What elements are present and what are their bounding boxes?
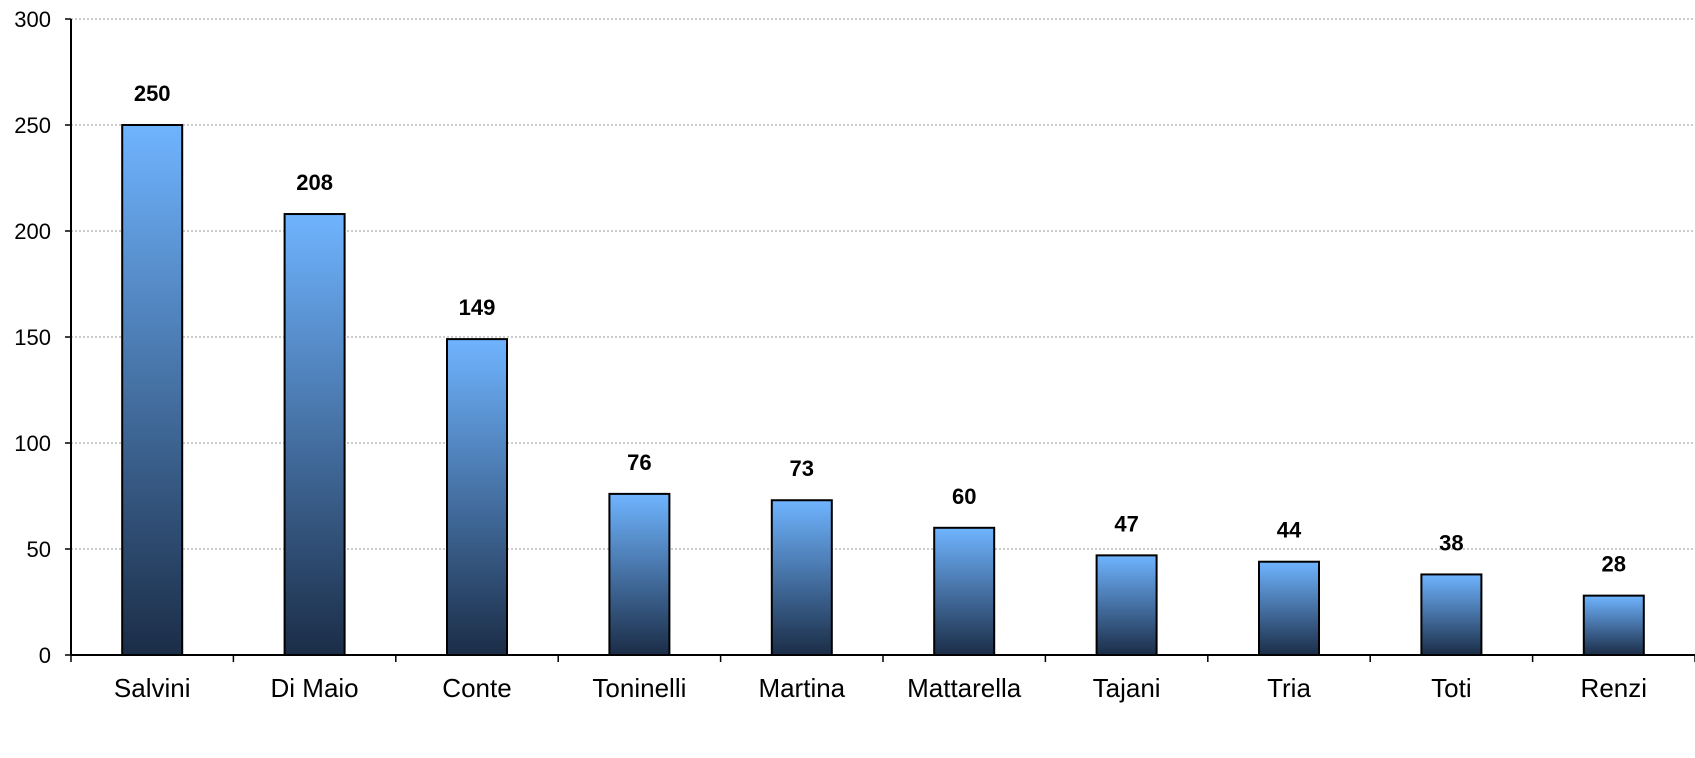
y-tick-label: 150	[14, 325, 51, 350]
x-tick-label: Renzi	[1581, 673, 1647, 703]
data-label: 76	[627, 450, 651, 475]
x-tick-label: Martina	[758, 673, 845, 703]
y-tick-label: 300	[14, 7, 51, 32]
x-tick-label: Conte	[442, 673, 511, 703]
data-label: 208	[296, 170, 333, 195]
x-tick-label: Di Maio	[271, 673, 359, 703]
y-tick-label: 50	[27, 537, 51, 562]
bar-tria	[1258, 560, 1320, 656]
bars	[121, 124, 1645, 657]
data-label: 73	[790, 456, 814, 481]
data-label: 250	[134, 81, 171, 106]
bar-renzi	[1582, 594, 1645, 657]
y-tick-label: 0	[39, 643, 51, 668]
x-tick-label: Tajani	[1093, 673, 1161, 703]
data-label: 149	[459, 295, 496, 320]
x-tick-label: Toninelli	[592, 673, 686, 703]
labels: 0 50 100 150 200 250 300 250 Salvini 208 Di Maio 14…	[14, 7, 1647, 703]
bar-toti	[1420, 573, 1483, 656]
bar-conte	[446, 338, 508, 656]
x-tick-label: Salvini	[114, 673, 191, 703]
x-tick-label: Mattarella	[907, 673, 1022, 703]
data-label: 28	[1602, 552, 1626, 577]
bar-toninelli	[608, 492, 671, 656]
grid-lines	[71, 18, 1695, 550]
y-tick-label: 100	[14, 431, 51, 456]
data-label: 38	[1439, 530, 1463, 555]
data-label: 47	[1114, 511, 1138, 536]
y-tick-label: 200	[14, 219, 51, 244]
y-tick-label: 250	[14, 113, 51, 138]
bar-salvini	[121, 124, 184, 656]
bar-di-maio	[283, 213, 346, 656]
data-label: 44	[1277, 518, 1302, 543]
data-label: 60	[952, 484, 976, 509]
bar-martina	[770, 499, 833, 656]
bar-mattarella	[933, 526, 996, 656]
x-tick-label: Toti	[1431, 673, 1471, 703]
x-tick-label: Tria	[1267, 673, 1311, 703]
bar-tajani	[1095, 554, 1158, 656]
